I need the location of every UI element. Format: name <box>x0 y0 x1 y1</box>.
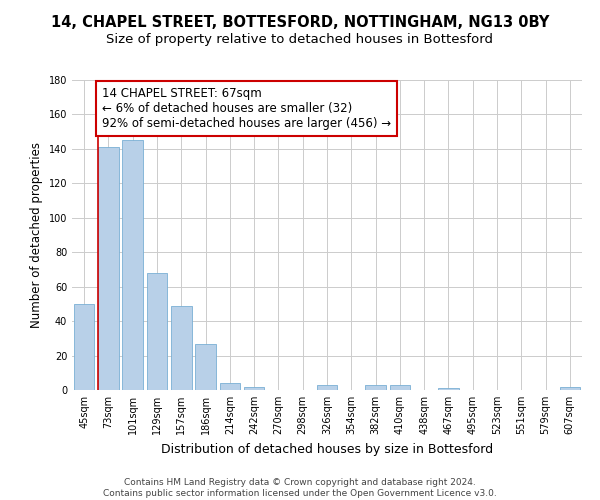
Bar <box>195 344 216 390</box>
Bar <box>171 306 191 390</box>
Bar <box>98 147 119 390</box>
Bar <box>122 140 143 390</box>
Text: Size of property relative to detached houses in Bottesford: Size of property relative to detached ho… <box>107 32 493 46</box>
Bar <box>365 385 386 390</box>
Bar <box>560 386 580 390</box>
Bar <box>389 385 410 390</box>
Bar <box>146 273 167 390</box>
X-axis label: Distribution of detached houses by size in Bottesford: Distribution of detached houses by size … <box>161 442 493 456</box>
Bar <box>317 385 337 390</box>
Text: 14 CHAPEL STREET: 67sqm
← 6% of detached houses are smaller (32)
92% of semi-det: 14 CHAPEL STREET: 67sqm ← 6% of detached… <box>102 87 391 130</box>
Bar <box>438 388 459 390</box>
Text: 14, CHAPEL STREET, BOTTESFORD, NOTTINGHAM, NG13 0BY: 14, CHAPEL STREET, BOTTESFORD, NOTTINGHA… <box>51 15 549 30</box>
Y-axis label: Number of detached properties: Number of detached properties <box>30 142 43 328</box>
Text: Contains HM Land Registry data © Crown copyright and database right 2024.
Contai: Contains HM Land Registry data © Crown c… <box>103 478 497 498</box>
Bar <box>220 383 240 390</box>
Bar <box>74 304 94 390</box>
Bar <box>244 386 265 390</box>
